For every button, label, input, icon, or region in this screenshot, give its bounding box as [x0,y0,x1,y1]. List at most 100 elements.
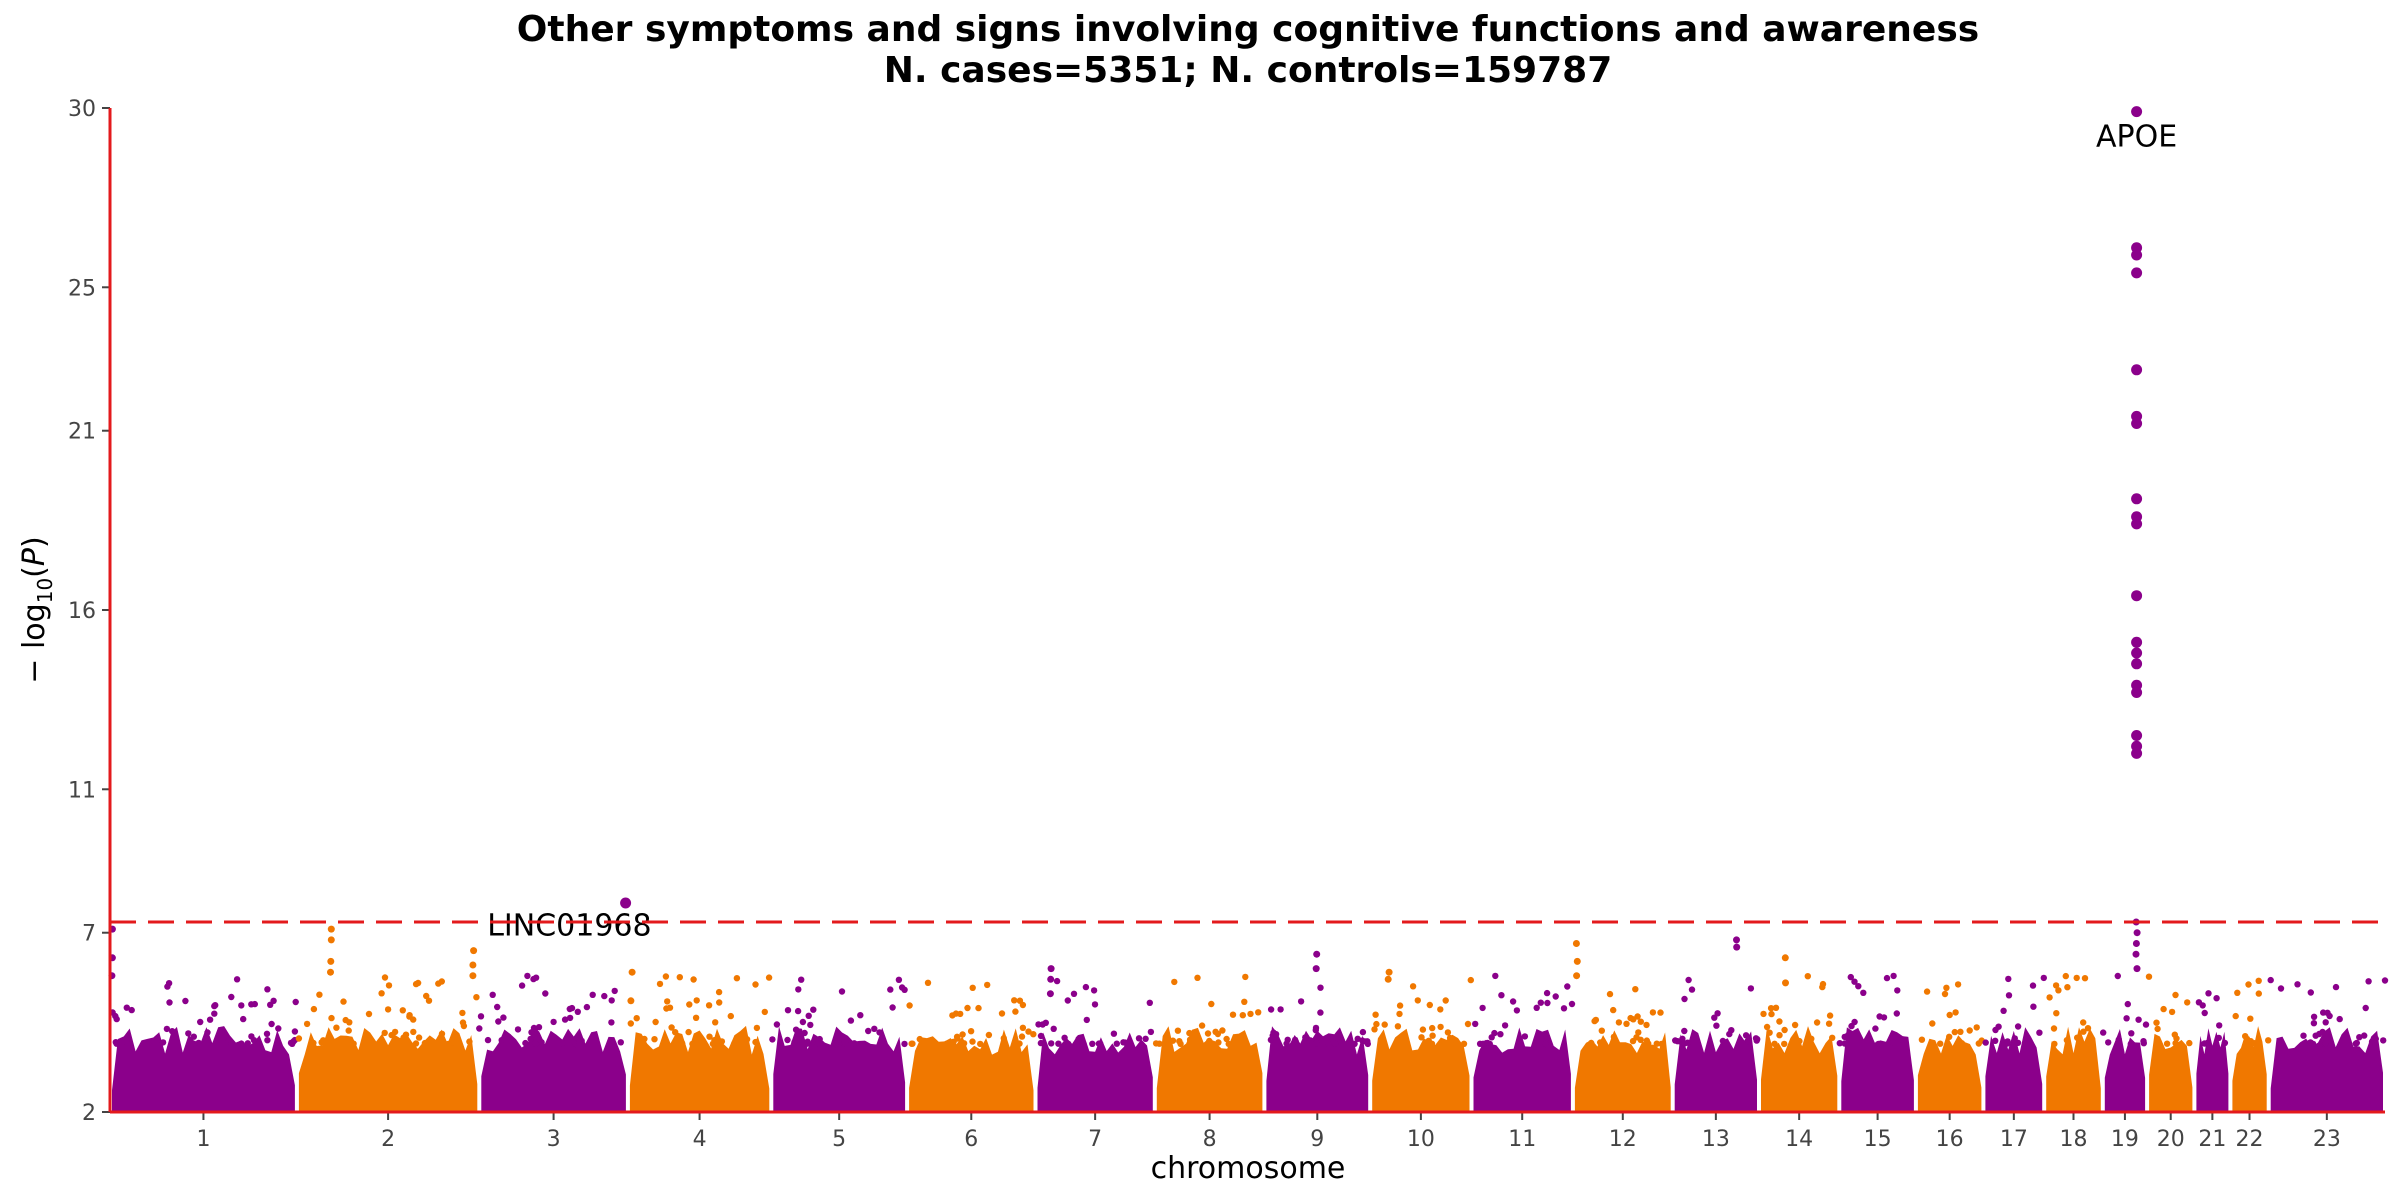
snp-point [909,1040,916,1047]
snp-point [1396,1002,1404,1009]
significant-point [2131,106,2143,118]
chromosome-band-8 [1156,1026,1263,1112]
snp-point [473,994,480,1001]
snp-point [730,1040,738,1048]
snp-point [1649,1009,1657,1016]
snp-point [244,1040,251,1047]
snp-point [561,1016,569,1023]
snp-point [248,1001,255,1008]
snp-point [2267,976,2274,984]
chromosome-band-13 [1674,1029,1757,1112]
snp-point [1479,1004,1486,1012]
snp-point [2063,1037,2071,1044]
snp-point [1209,1040,1217,1048]
snp-point [1070,990,1078,997]
snp-point [1688,986,1696,993]
significant-point [2131,267,2143,279]
snp-point [2234,989,2241,996]
snp-point [998,1010,1006,1017]
snp-point [1501,1022,1509,1029]
snp-point [1880,1014,1888,1021]
snp-point [1872,1025,1879,1032]
snp-point [2307,989,2314,996]
snp-point [803,1040,811,1047]
snp-point [1064,997,1072,1004]
snp-point [1711,1014,1718,1021]
snp-point [1808,1035,1815,1043]
snp-point [423,992,430,1000]
snp-point [1841,1040,1848,1047]
snp-point [310,1005,318,1013]
snp-point [1156,1040,1163,1047]
snp-point [2000,1007,2007,1014]
snp-point [2142,1021,2150,1028]
snp-point [384,1006,392,1013]
snp-point [1317,1009,1324,1016]
snp-point [2215,1034,2222,1042]
snp-point [807,1021,814,1029]
snp-point [295,1035,303,1042]
snp-point [1012,1008,1019,1015]
snp-point [1307,1037,1314,1044]
snp-point [1946,1033,1953,1041]
snp-point [672,1029,679,1036]
y-tick-label: 11 [68,778,96,803]
snp-point [1844,1032,1852,1039]
snp-point [857,1012,864,1019]
snp-point [1958,1040,1966,1047]
chromosome-band-7 [1037,1032,1153,1112]
snp-point [1533,1004,1540,1011]
y-tick-label: 7 [82,922,96,947]
snp-point [1018,1033,1026,1040]
y-tick-label: 21 [68,420,96,445]
snp-point [1313,1039,1320,1047]
snp-point [1893,1010,1901,1017]
snp-point [676,974,683,981]
snp-point [1992,1037,1999,1045]
snp-point [212,1002,219,1009]
peak-point [2133,965,2141,973]
snp-point [2124,1000,2131,1008]
snp-point [2213,995,2220,1002]
snp-point [2154,1025,2161,1033]
snp-point [656,980,664,988]
y-tick-label: 25 [68,276,96,301]
snp-point [415,1034,423,1041]
snp-point [1037,1039,1045,1047]
snp-point [2255,977,2262,984]
peak-point [469,961,477,969]
snp-points [108,106,2389,1048]
snp-point [2145,973,2153,980]
snp-point [1623,1020,1630,1027]
snp-point [2115,1036,2122,1043]
snp-point [275,1025,282,1032]
snp-point [679,1040,686,1047]
snp-point [2294,981,2301,988]
snp-point [1492,972,1499,980]
snp-point [345,1027,352,1034]
peak-point [1047,975,1055,983]
snp-point [1429,1024,1436,1032]
snp-point [333,1024,340,1031]
snp-point [2053,1010,2060,1017]
snp-point [1491,1029,1498,1037]
snp-point [190,1033,197,1040]
snp-point [2184,999,2191,1006]
snp-point [292,998,299,1006]
snp-point [1351,1040,1358,1048]
snp-point [412,1040,420,1047]
snp-point [865,1027,872,1035]
snp-point [1643,1037,1651,1044]
snp-point [1409,983,1417,990]
snp-point [1075,1035,1082,1043]
snp-point [2324,1009,2331,1016]
chromosome-band-18 [2046,1026,2101,1112]
snp-point [795,986,802,993]
snp-point [773,1021,781,1028]
snp-point [1767,1005,1775,1012]
peak-point [469,972,477,980]
snp-point [2336,1015,2343,1023]
snp-point [2014,1039,2022,1047]
snp-point [1089,1040,1096,1048]
snp-point [1742,1032,1750,1039]
